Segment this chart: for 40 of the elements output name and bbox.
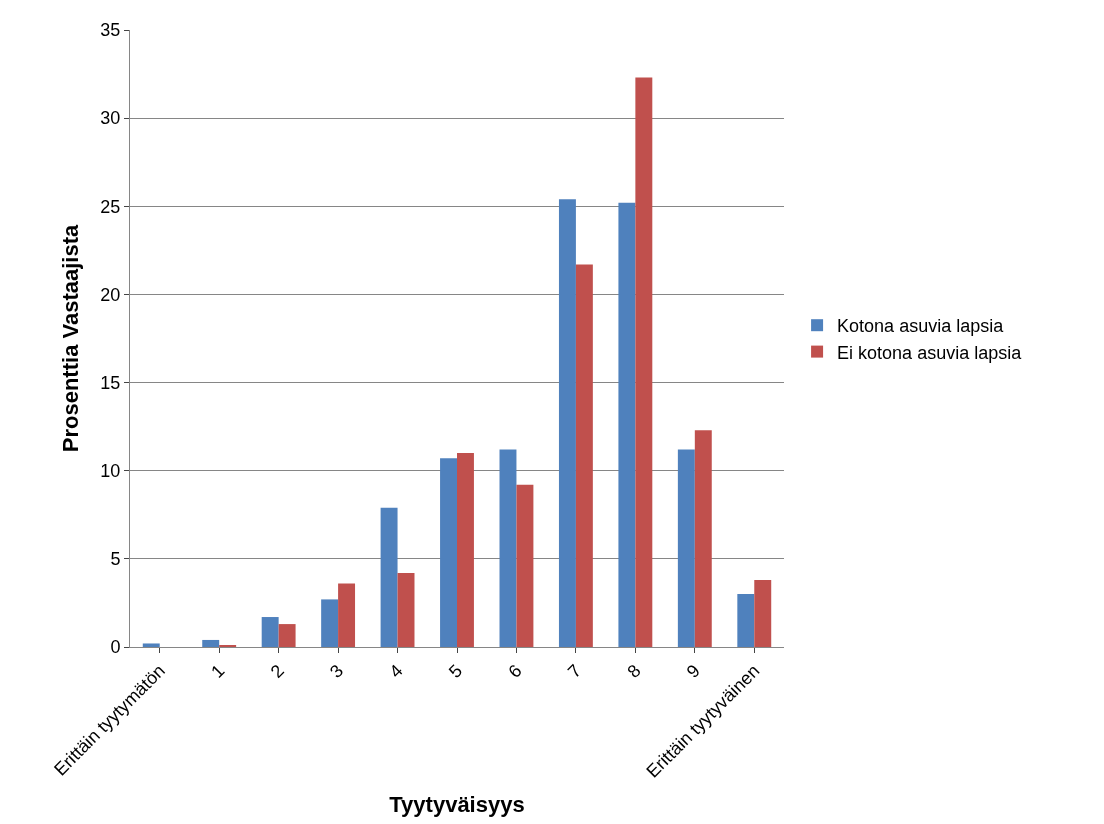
bar (575, 264, 593, 647)
x-tick-label: 1 (207, 660, 229, 682)
x-axis-title: Tyytyväisyys (389, 791, 525, 817)
bar (694, 430, 712, 647)
bar (440, 458, 457, 647)
x-tick-label: 8 (623, 660, 645, 682)
bar (202, 639, 220, 647)
bar (380, 507, 398, 647)
y-tick-label: 25 (100, 196, 121, 217)
x-tick-label: 3 (326, 660, 348, 682)
bar (516, 484, 534, 647)
y-tick-label: 30 (100, 108, 121, 129)
legend-label: Kotona asuvia lapsia (837, 316, 1005, 337)
y-tick-label: 35 (100, 20, 121, 41)
bar (261, 617, 279, 647)
bar (457, 453, 474, 647)
y-tick-label: 5 (110, 549, 121, 570)
x-tick-label: 7 (563, 660, 586, 682)
legend-label: Ei kotona asuvia lapsia (837, 342, 1023, 363)
bar (338, 583, 356, 647)
bar (321, 599, 339, 647)
y-tick-label: 0 (110, 637, 121, 658)
bar (677, 449, 695, 647)
bar (278, 624, 296, 647)
bar (397, 572, 415, 647)
bar (142, 643, 160, 647)
y-tick-label: 20 (100, 284, 121, 305)
x-tick-label: 5 (444, 660, 467, 682)
y-tick-label: 15 (100, 372, 121, 393)
x-tick-label: 6 (504, 660, 526, 682)
bar (737, 594, 755, 647)
bar (754, 580, 772, 647)
bar (618, 202, 636, 647)
bar (499, 449, 517, 647)
bar (635, 77, 653, 647)
x-tick-label: 2 (266, 660, 288, 682)
y-axis-title: Prosenttia Vastaajista (58, 224, 84, 453)
x-tick-label: 4 (385, 660, 407, 682)
bar (558, 199, 576, 647)
y-tick-label: 10 (100, 461, 121, 482)
